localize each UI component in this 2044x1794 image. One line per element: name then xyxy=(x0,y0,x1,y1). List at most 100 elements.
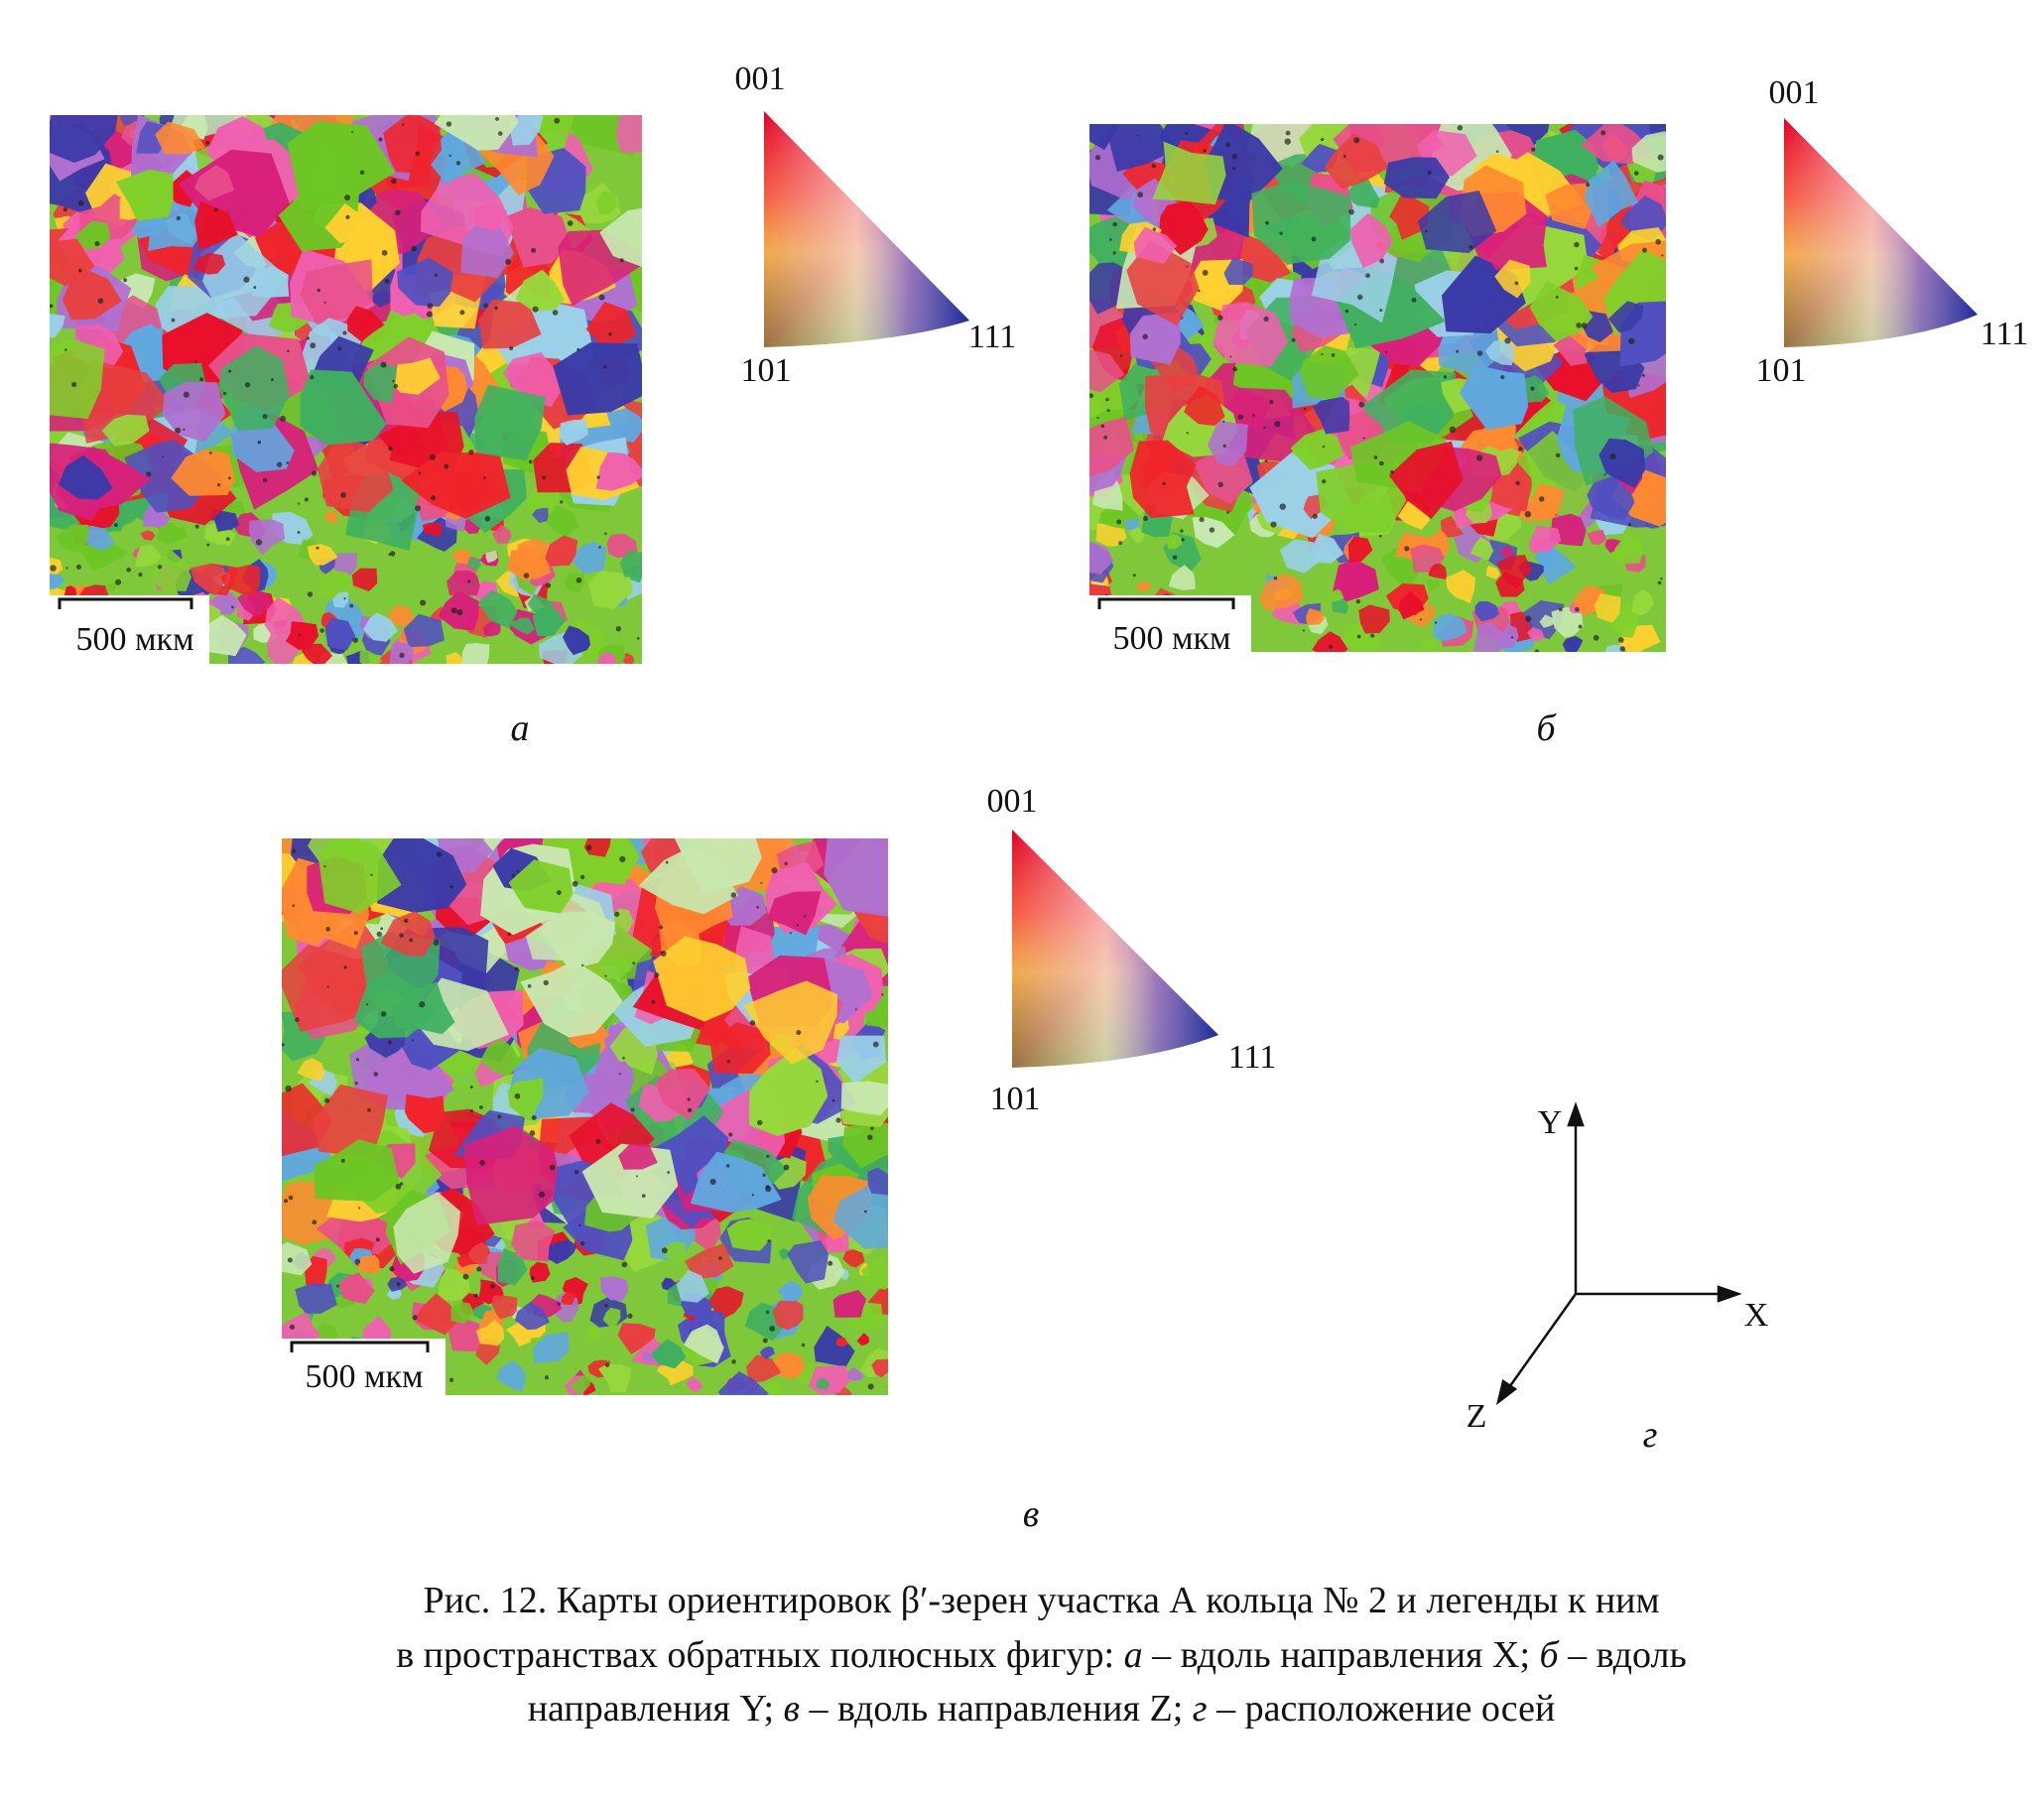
pore xyxy=(598,294,605,301)
pore xyxy=(1510,636,1514,639)
pore xyxy=(317,288,321,293)
pore xyxy=(867,1383,874,1390)
grain xyxy=(842,1122,888,1169)
pore xyxy=(340,491,346,498)
pore xyxy=(1358,401,1365,408)
grain xyxy=(1223,257,1253,286)
pore xyxy=(835,1117,841,1123)
pore xyxy=(431,495,437,501)
grain xyxy=(213,510,240,532)
grain xyxy=(324,202,374,244)
pore xyxy=(531,247,537,253)
pore xyxy=(384,278,390,284)
grain xyxy=(1152,141,1226,205)
pore xyxy=(75,564,81,570)
grain xyxy=(401,451,511,519)
grain xyxy=(595,191,618,215)
grain xyxy=(1168,565,1196,590)
pore xyxy=(323,301,326,304)
pore xyxy=(297,531,301,535)
grain xyxy=(507,1078,544,1122)
grain xyxy=(832,1182,888,1249)
pore xyxy=(527,984,532,988)
pore xyxy=(276,461,283,467)
grain xyxy=(313,1084,388,1159)
grain xyxy=(1312,533,1344,564)
grain xyxy=(520,960,623,1038)
pore xyxy=(295,1017,300,1023)
grain xyxy=(824,838,888,917)
scale-bar-label: 500 мкм xyxy=(305,1358,423,1395)
grain xyxy=(597,651,617,664)
grain xyxy=(317,569,353,599)
pore xyxy=(762,1338,768,1344)
pore xyxy=(828,1260,833,1266)
grain xyxy=(446,652,465,664)
pore xyxy=(448,154,451,158)
pore xyxy=(1222,420,1225,424)
pore xyxy=(476,1266,482,1272)
pore xyxy=(380,927,384,931)
grain xyxy=(115,169,174,221)
pore xyxy=(399,652,405,659)
pore xyxy=(1322,445,1326,448)
grain xyxy=(1329,588,1344,602)
pore xyxy=(1222,444,1226,448)
pore xyxy=(867,1134,873,1140)
pore xyxy=(579,874,585,880)
pore xyxy=(796,924,800,927)
pore xyxy=(1186,432,1189,435)
grain xyxy=(1299,345,1359,400)
pore xyxy=(468,449,474,455)
pore xyxy=(138,572,143,577)
pore xyxy=(208,450,212,454)
pore xyxy=(1356,634,1361,639)
panel: 500 мкм 001 101 111 в xyxy=(282,783,1276,1535)
grain xyxy=(1460,364,1529,431)
pore xyxy=(1274,421,1281,428)
pore xyxy=(1539,496,1545,502)
legend-label: 101 xyxy=(990,1081,1041,1117)
grain xyxy=(772,1300,804,1331)
pore xyxy=(831,1098,835,1102)
pore xyxy=(528,459,533,464)
pore xyxy=(1263,426,1266,430)
pore xyxy=(389,551,396,557)
grain xyxy=(158,522,179,545)
grain xyxy=(452,549,471,565)
pore xyxy=(619,258,624,263)
pore xyxy=(418,471,422,475)
grain xyxy=(586,1325,602,1342)
pore xyxy=(436,851,443,857)
pore xyxy=(1434,621,1438,624)
grain xyxy=(835,1338,848,1347)
pore xyxy=(1185,131,1189,135)
grain xyxy=(1485,566,1500,579)
grain xyxy=(1306,608,1325,625)
pore xyxy=(1100,424,1105,429)
pore xyxy=(354,1258,361,1265)
pore xyxy=(1517,447,1523,451)
grain xyxy=(1362,369,1456,444)
grain xyxy=(570,541,606,574)
pore xyxy=(796,1030,802,1036)
grain xyxy=(1192,517,1235,549)
grain xyxy=(540,911,616,970)
pore xyxy=(171,318,176,322)
grain xyxy=(297,1058,325,1082)
pore xyxy=(446,121,452,127)
pore xyxy=(1575,606,1580,612)
pore xyxy=(1531,147,1536,152)
pore xyxy=(1574,266,1579,271)
grain xyxy=(1383,157,1450,199)
pore xyxy=(449,885,453,889)
pore xyxy=(462,1273,469,1280)
pore xyxy=(286,460,290,464)
pore xyxy=(157,565,163,570)
pore xyxy=(292,904,296,907)
pore xyxy=(497,1114,502,1119)
pore xyxy=(388,553,391,556)
grain xyxy=(463,1125,564,1225)
